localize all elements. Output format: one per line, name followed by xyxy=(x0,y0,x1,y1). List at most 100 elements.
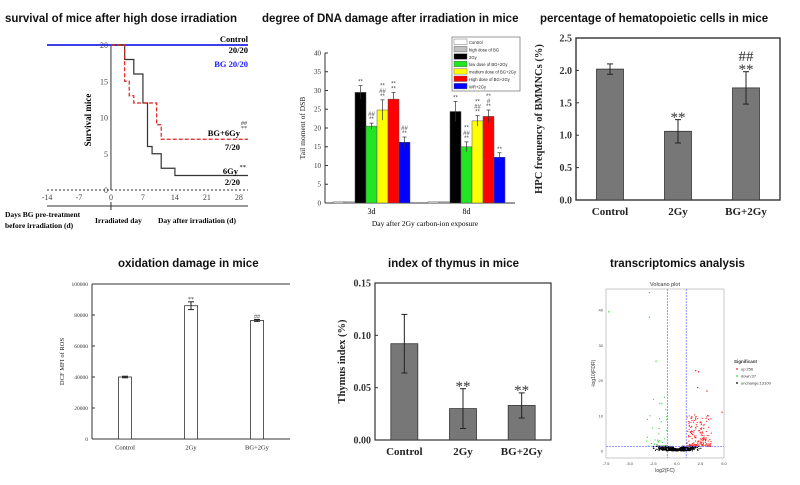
point-up xyxy=(694,369,697,372)
y-tick-label: 0.0 xyxy=(560,196,573,207)
point-up xyxy=(708,415,710,417)
point-up xyxy=(690,417,692,419)
y-axis-label: Survival mice xyxy=(83,94,93,147)
x-tick-label: 0 xyxy=(109,193,113,202)
legend-label: Control xyxy=(469,40,483,45)
y-tick-label: 15 xyxy=(100,77,108,86)
point-down xyxy=(658,418,661,420)
bar xyxy=(449,111,462,204)
x-tick-label: 28 xyxy=(235,193,243,202)
point-up xyxy=(692,443,694,445)
point-down xyxy=(660,421,662,423)
point-up xyxy=(694,436,696,438)
y-tick-label: 100000 xyxy=(72,282,89,288)
y-tick-label: 40 xyxy=(599,308,604,313)
point-up xyxy=(689,445,691,447)
point-up xyxy=(709,439,711,441)
point-up xyxy=(695,426,697,428)
y-tick-label: 0.15 xyxy=(354,279,372,290)
significance-label: ** xyxy=(453,95,458,101)
x-tick-label: -7.5 xyxy=(603,461,611,466)
point-unchanged xyxy=(661,446,663,448)
point-up xyxy=(695,416,697,418)
point-unchanged xyxy=(672,446,675,448)
bar xyxy=(376,109,389,204)
point-up xyxy=(706,420,708,422)
point-unchanged xyxy=(680,448,682,450)
bar xyxy=(387,98,400,204)
point-up xyxy=(694,419,696,421)
point-up xyxy=(703,427,705,430)
point-up xyxy=(701,431,704,433)
legend-marker xyxy=(736,368,738,370)
point-unchanged xyxy=(663,449,666,451)
point-up xyxy=(702,432,704,434)
point-up xyxy=(709,444,711,447)
point-up xyxy=(697,417,699,419)
point-up xyxy=(700,428,702,430)
point-up xyxy=(688,415,690,417)
point-down xyxy=(648,316,651,318)
y-axis-label: DCF MFI of ROS xyxy=(59,338,66,386)
point-up xyxy=(689,435,691,438)
y-tick-label: 40000 xyxy=(74,375,88,381)
point-unchanged xyxy=(652,447,654,449)
bg6gy-significance: ## xyxy=(241,121,247,127)
point-up xyxy=(705,430,707,433)
point-down xyxy=(664,396,666,398)
point-up xyxy=(700,434,703,436)
point-unchanged xyxy=(687,450,689,452)
x-tick-label: Control xyxy=(592,206,628,218)
point-down xyxy=(650,442,653,445)
legend-marker xyxy=(736,382,738,384)
point-up xyxy=(698,430,700,432)
point-unchanged xyxy=(683,448,685,450)
point-down xyxy=(652,398,655,400)
significance-label: ** xyxy=(497,147,502,153)
point-unchanged xyxy=(670,447,672,449)
y-tick-label: 20000 xyxy=(74,406,88,412)
hpc-title: percentage of hematopoietic cells in mic… xyxy=(540,13,769,25)
point-unchanged xyxy=(677,450,679,452)
point-up xyxy=(696,421,698,424)
point-unchanged xyxy=(693,447,695,449)
y-tick-label: 0.10 xyxy=(354,331,372,342)
point-up xyxy=(692,433,694,435)
point-up xyxy=(701,443,703,446)
point-up xyxy=(690,444,692,446)
point-unchanged xyxy=(695,447,697,449)
legend-swatch xyxy=(453,38,468,45)
y-tick-label: 0 xyxy=(601,448,604,453)
point-up xyxy=(708,426,710,428)
y-tick-label: 0 xyxy=(85,437,88,443)
bar xyxy=(343,201,356,204)
point-up xyxy=(702,444,704,446)
point-up xyxy=(700,424,702,426)
point-down xyxy=(646,418,649,420)
x-label-pretreatment: Days BG pre-treatment xyxy=(5,210,81,219)
point-up xyxy=(697,440,700,443)
point-up xyxy=(699,440,701,442)
significance-label: ** xyxy=(188,297,194,303)
point-up xyxy=(694,417,697,419)
bg-label: BG 20/20 xyxy=(214,59,248,69)
significance-label: ## xyxy=(401,126,408,132)
point-up xyxy=(694,440,697,442)
point-up xyxy=(705,417,707,420)
significance-label: ## xyxy=(379,89,386,95)
x-axis-label: Day after 2Gy carbon-ion exposure xyxy=(372,219,479,228)
significance-label: # xyxy=(487,99,491,105)
point-up xyxy=(708,434,710,437)
x-tick-label: 8d xyxy=(463,207,471,216)
y-axis-label: Tail moment of DSB xyxy=(298,97,307,160)
point-down xyxy=(652,427,654,429)
x-tick-label: Control xyxy=(386,446,422,458)
point-down xyxy=(661,441,663,443)
x-tick-label: -2.5 xyxy=(650,461,658,466)
significance-label: ** xyxy=(671,110,686,126)
point-up xyxy=(706,434,708,436)
point-unchanged xyxy=(655,448,657,450)
legend-label: medium dose of BG+2Gy xyxy=(469,70,517,75)
point-up xyxy=(707,440,709,442)
